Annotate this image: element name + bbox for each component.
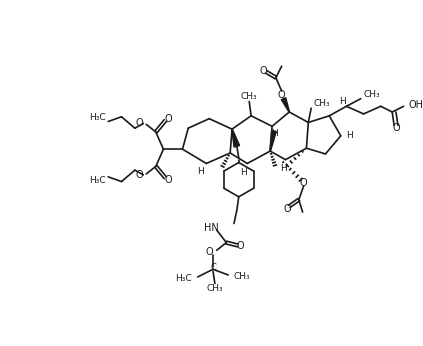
Text: CH₃: CH₃ — [206, 284, 223, 293]
Text: H₃C: H₃C — [176, 274, 192, 283]
Polygon shape — [281, 98, 289, 112]
Text: H: H — [280, 164, 287, 173]
Polygon shape — [270, 130, 276, 151]
Text: O: O — [165, 114, 172, 124]
Text: O: O — [260, 66, 267, 76]
Text: OH: OH — [408, 100, 423, 110]
Text: H: H — [240, 167, 247, 176]
Text: O: O — [278, 90, 286, 100]
Text: O: O — [300, 177, 308, 188]
Text: H: H — [272, 129, 278, 138]
Text: CH₃: CH₃ — [313, 99, 330, 108]
Text: O: O — [206, 247, 213, 257]
Text: C: C — [210, 263, 216, 272]
Text: CH₃: CH₃ — [234, 272, 250, 281]
Text: HN: HN — [204, 223, 219, 233]
Text: H₃C: H₃C — [89, 113, 105, 122]
Text: O: O — [165, 175, 172, 185]
Text: O: O — [136, 118, 143, 128]
Text: CH₃: CH₃ — [241, 92, 258, 101]
Text: O: O — [237, 242, 244, 252]
Text: CH₃: CH₃ — [364, 90, 380, 99]
Text: H: H — [346, 131, 353, 140]
Polygon shape — [232, 129, 239, 147]
Text: O: O — [136, 170, 143, 180]
Text: H: H — [339, 97, 346, 106]
Text: H₃C: H₃C — [89, 176, 105, 185]
Text: O: O — [392, 123, 400, 133]
Text: H: H — [197, 166, 204, 175]
Text: O: O — [283, 204, 291, 214]
